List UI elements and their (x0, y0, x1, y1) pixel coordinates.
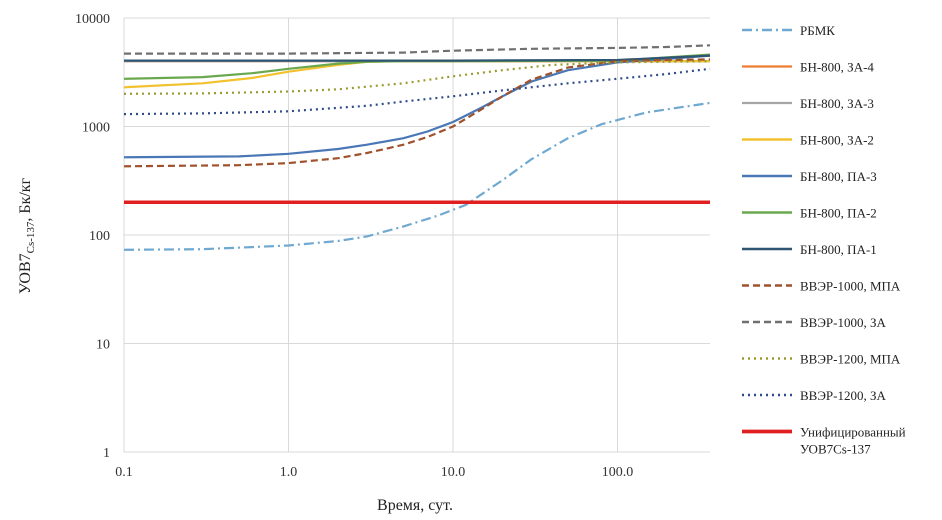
legend-item-ввэр-1200-за: ВВЭР-1200, ЗА (742, 388, 886, 403)
legend-item-унифицированный-уов7cs-137: Унифицированный УОВ7Cs-137 (742, 425, 906, 457)
legend-label: БН-800, ЗА-4 (800, 60, 874, 75)
y-axis-title-sub: Cs-137 (25, 221, 37, 253)
y-tick-labels: 1 10 100 1000 10000 (75, 12, 110, 461)
y-axis-title-tail: , Бк/кг (17, 177, 34, 221)
x-tick-labels: 0.1 1.0 10.0 100.0 (115, 465, 633, 480)
legend-item-ввэр-1000-мпа: ВВЭР-1000, МПА (742, 279, 901, 294)
y-tick-label: 10 (96, 338, 110, 353)
y-tick-label: 1 (103, 446, 110, 461)
y-tick-label: 100 (89, 229, 110, 244)
legend-label: ВВЭР-1200, МПА (800, 352, 901, 367)
series-line-бн-800-па-1 (124, 54, 711, 62)
legend-item-ввэр-1200-мпа: ВВЭР-1200, МПА (742, 352, 901, 367)
series-lines (123, 44, 711, 251)
x-tick-label: 1.0 (280, 465, 298, 480)
series-line-ввэр-1000-за (124, 44, 711, 55)
legend-label: ВВЭР-1000, МПА (800, 279, 901, 294)
y-axis-title-main: УОВ7 (17, 253, 34, 294)
legend-item-бн-800-за-2: БН-800, ЗА-2 (742, 133, 874, 148)
series-line-ввэр-1200-за (123, 67, 711, 116)
x-tick-label: 10.0 (441, 465, 466, 480)
legend-label: Унифицированный (800, 425, 906, 440)
series-line-ввэр-1000-мпа (123, 58, 711, 168)
legend-label: УОВ7Cs-137 (800, 442, 871, 457)
legend-label: БН-800, ЗА-2 (800, 133, 874, 148)
y-tick-label: 1000 (82, 121, 110, 136)
grid-lines (123, 17, 710, 453)
x-axis-title: Время, сут. (377, 497, 453, 514)
series-line-ввэр-1200-мпа (123, 60, 711, 95)
legend-label: БН-800, ПА-2 (800, 206, 877, 221)
legend-label: БН-800, ПА-1 (800, 242, 877, 257)
legend: РБМК БН-800, ЗА-4 БН-800, ЗА-3 БН-800, ЗА-2… (742, 23, 906, 457)
legend-item-бн-800-па-3: БН-800, ПА-3 (742, 169, 877, 184)
series-line-рбмк (123, 101, 711, 251)
legend-label: БН-800, ПА-3 (800, 169, 877, 184)
y-axis-title: УОВ7Cs-137, Бк/кг (17, 177, 37, 294)
y-tick-label: 10000 (75, 12, 110, 27)
legend-label: РБМК (800, 23, 835, 38)
legend-item-бн-800-па-2: БН-800, ПА-2 (742, 206, 877, 221)
legend-item-бн-800-за-4: БН-800, ЗА-4 (742, 60, 874, 75)
legend-item-рбмк: РБМК (742, 23, 835, 38)
series-line-бн-800-па-3 (123, 54, 711, 159)
series-line-бн-800-за-2 (123, 60, 710, 89)
legend-item-ввэр-1000-за: ВВЭР-1000, ЗА (742, 315, 886, 330)
legend-item-бн-800-за-3: БН-800, ЗА-3 (742, 96, 874, 111)
legend-label: ВВЭР-1200, ЗА (800, 388, 886, 403)
series-line-бн-800-па-2 (123, 53, 711, 80)
legend-label: БН-800, ЗА-3 (800, 96, 874, 111)
legend-item-бн-800-па-1: БН-800, ПА-1 (742, 242, 877, 257)
x-tick-label: 0.1 (115, 465, 133, 480)
x-tick-label: 100.0 (602, 465, 634, 480)
legend-label: ВВЭР-1000, ЗА (800, 315, 886, 330)
